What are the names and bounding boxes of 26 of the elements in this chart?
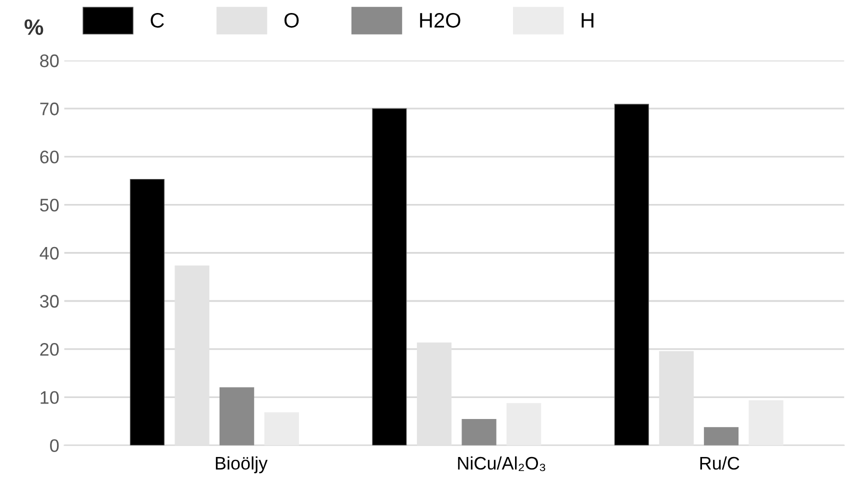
bar [614, 104, 649, 446]
y-axis-title: % [24, 19, 44, 35]
y-tick-label: 0 [50, 439, 59, 452]
bar [372, 108, 407, 446]
y-tick-label: 40 [40, 246, 59, 260]
bar [704, 427, 739, 446]
x-tick-label: Bioöljy [216, 456, 268, 474]
x-tick-label: Ru/C [700, 456, 740, 470]
legend-label: H [582, 13, 594, 28]
y-tick-label: 10 [40, 391, 59, 404]
bar [130, 178, 165, 446]
y-tick-label: 50 [40, 198, 59, 212]
y-tick-label: 80 [40, 54, 59, 68]
legend-label: O [284, 12, 299, 28]
legend-label: H2O [420, 12, 460, 28]
bar [748, 400, 784, 446]
x-tick-label: NiCu/Al₂O₃ [458, 456, 546, 472]
legend-label: C [150, 12, 164, 28]
y-tick-label: 30 [40, 294, 59, 308]
y-tick-label: 60 [40, 150, 59, 164]
bar [462, 418, 496, 446]
bar [506, 403, 542, 446]
y-tick-label: 70 [40, 102, 59, 116]
bar [220, 387, 254, 446]
bar [264, 412, 299, 446]
y-tick-label: 20 [40, 343, 59, 356]
